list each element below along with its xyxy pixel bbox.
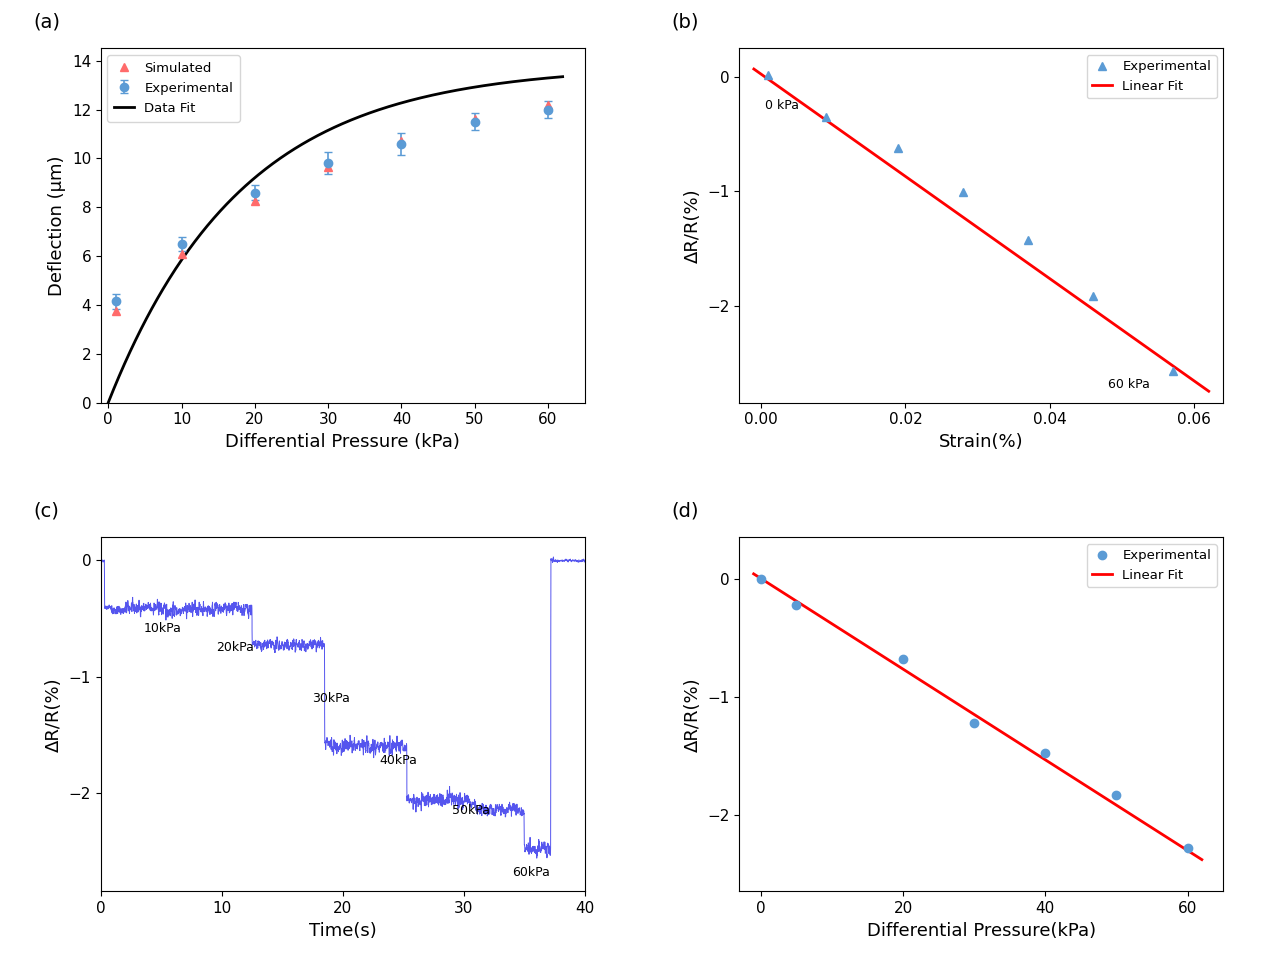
Y-axis label: ΔR/R(%): ΔR/R(%) — [45, 677, 63, 752]
Simulated — [108, 305, 124, 317]
Text: 40kPa: 40kPa — [380, 754, 417, 766]
Data Fit — [347, 113, 362, 125]
Experimental — [1038, 747, 1053, 759]
Experimental — [895, 653, 910, 665]
Data Fit — [545, 72, 560, 83]
X-axis label: Differential Pressure(kPa): Differential Pressure(kPa) — [866, 922, 1096, 940]
Simulated — [247, 196, 262, 207]
Line: Experimental: Experimental — [757, 575, 1192, 852]
Text: 60 kPa: 60 kPa — [1107, 378, 1150, 391]
Experimental — [753, 573, 768, 584]
Data Fit — [317, 127, 332, 139]
Simulated — [174, 248, 189, 260]
Line: Data Fit: Data Fit — [108, 77, 562, 403]
Experimental — [1020, 234, 1035, 246]
Experimental — [760, 69, 776, 80]
Data Fit — [101, 397, 116, 409]
Experimental — [1165, 365, 1180, 377]
Data Fit — [473, 80, 488, 92]
Line: Experimental: Experimental — [764, 71, 1177, 375]
Simulated — [320, 161, 335, 172]
Text: (b): (b) — [672, 13, 699, 31]
Text: (d): (d) — [672, 501, 699, 520]
X-axis label: Differential Pressure (kPa): Differential Pressure (kPa) — [226, 433, 460, 451]
Text: 20kPa: 20kPa — [216, 641, 253, 654]
Text: 60kPa: 60kPa — [512, 866, 550, 880]
Text: 0 kPa: 0 kPa — [764, 99, 798, 112]
Data Fit — [371, 104, 386, 115]
Text: 30kPa: 30kPa — [313, 692, 351, 705]
X-axis label: Time(s): Time(s) — [309, 922, 377, 940]
Y-axis label: ΔR/R(%): ΔR/R(%) — [683, 677, 702, 752]
X-axis label: Strain(%): Strain(%) — [939, 433, 1024, 451]
Experimental — [956, 187, 971, 199]
Experimental — [890, 142, 905, 154]
Legend: Experimental, Linear Fit: Experimental, Linear Fit — [1087, 55, 1217, 98]
Data Fit — [555, 71, 570, 82]
Simulated — [541, 99, 556, 110]
Legend: Simulated, Experimental, Data Fit: Simulated, Experimental, Data Fit — [107, 55, 240, 122]
Data Fit — [319, 125, 334, 137]
Line: Simulated: Simulated — [111, 101, 552, 315]
Experimental — [1108, 789, 1124, 800]
Y-axis label: ΔR/R(%): ΔR/R(%) — [683, 188, 702, 263]
Legend: Experimental, Linear Fit: Experimental, Linear Fit — [1087, 544, 1217, 587]
Experimental — [967, 717, 982, 729]
Experimental — [818, 111, 834, 123]
Text: 10kPa: 10kPa — [144, 622, 182, 636]
Experimental — [1180, 842, 1195, 854]
Y-axis label: Deflection (μm): Deflection (μm) — [48, 155, 67, 296]
Text: 50kPa: 50kPa — [451, 803, 489, 817]
Experimental — [1086, 291, 1101, 302]
Text: (a): (a) — [33, 13, 61, 31]
Text: (c): (c) — [33, 501, 59, 520]
Simulated — [467, 113, 482, 125]
Simulated — [393, 136, 409, 147]
Experimental — [789, 599, 805, 610]
